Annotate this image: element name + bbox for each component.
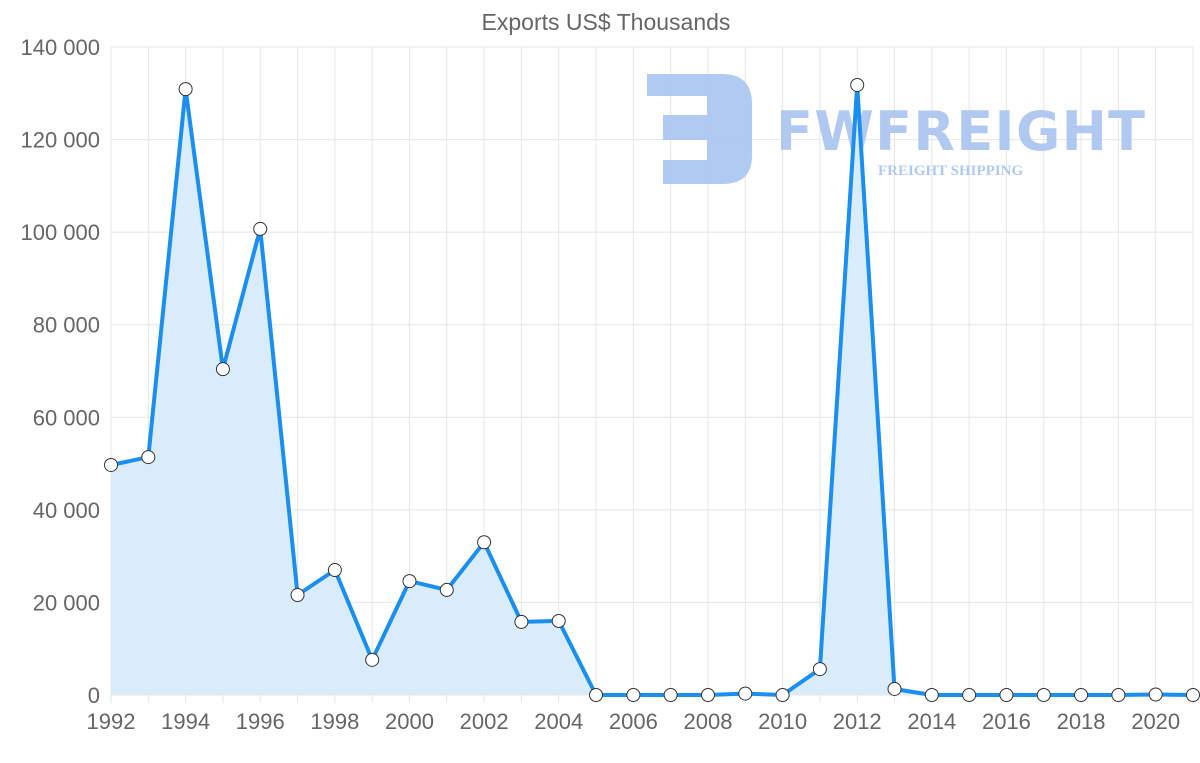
data-point[interactable] — [439, 582, 454, 597]
data-point[interactable] — [402, 574, 417, 589]
x-tick-label: 1998 — [310, 709, 359, 734]
data-point[interactable] — [1186, 688, 1200, 702]
x-tick-label: 2018 — [1057, 709, 1106, 734]
y-tick-label: 120 000 — [20, 128, 100, 153]
svg-text:FWFREIGHT: FWFREIGHT — [776, 100, 1146, 163]
data-point[interactable] — [327, 563, 342, 578]
x-tick-label: 2014 — [907, 709, 956, 734]
data-point[interactable] — [141, 450, 156, 465]
x-tick-label: 2020 — [1131, 709, 1180, 734]
x-tick-label: 2008 — [683, 709, 732, 734]
data-point[interactable] — [738, 686, 753, 701]
svg-text:FREIGHT SHIPPING: FREIGHT SHIPPING — [878, 163, 1023, 179]
data-point[interactable] — [551, 613, 566, 628]
data-point[interactable] — [663, 688, 678, 702]
x-tick-label: 1992 — [87, 709, 136, 734]
data-point[interactable] — [887, 681, 902, 696]
data-point[interactable] — [962, 688, 977, 702]
data-point[interactable] — [514, 614, 529, 629]
data-point[interactable] — [477, 535, 492, 550]
data-point[interactable] — [850, 77, 865, 92]
data-point[interactable] — [626, 688, 641, 702]
x-tick-label: 2012 — [833, 709, 882, 734]
x-tick-label: 1994 — [161, 709, 210, 734]
data-point[interactable] — [1111, 688, 1126, 702]
data-point[interactable] — [215, 362, 230, 377]
data-point[interactable] — [775, 688, 790, 702]
x-tick-label: 1996 — [236, 709, 285, 734]
data-points — [104, 77, 1200, 702]
data-point[interactable] — [589, 688, 604, 702]
y-tick-label: 140 000 — [20, 35, 100, 60]
x-tick-label: 2016 — [982, 709, 1031, 734]
data-point[interactable] — [290, 588, 305, 603]
data-point[interactable] — [1148, 687, 1163, 702]
data-point[interactable] — [700, 688, 715, 702]
y-tick-label: 60 000 — [33, 405, 100, 430]
y-tick-label: 0 — [88, 683, 100, 708]
y-tick-label: 40 000 — [33, 498, 100, 523]
data-point[interactable] — [812, 662, 827, 677]
x-tick-label: 2002 — [460, 709, 509, 734]
y-tick-label: 80 000 — [33, 313, 100, 338]
y-tick-label: 20 000 — [33, 590, 100, 615]
data-point[interactable] — [178, 82, 193, 97]
x-tick-label: 2004 — [534, 709, 583, 734]
series-area — [111, 85, 1193, 695]
data-point[interactable] — [924, 688, 939, 702]
data-point[interactable] — [1074, 688, 1089, 702]
x-tick-label: 2000 — [385, 709, 434, 734]
y-tick-label: 100 000 — [20, 220, 100, 245]
fwfreight-watermark: FWFREIGHT FREIGHT SHIPPING — [647, 74, 1146, 184]
data-point[interactable] — [104, 457, 118, 472]
data-point[interactable] — [1036, 688, 1051, 702]
chart-title: Exports US$ Thousands — [482, 9, 731, 35]
data-point[interactable] — [999, 688, 1014, 702]
x-tick-label: 2010 — [758, 709, 807, 734]
data-point[interactable] — [253, 221, 268, 236]
data-point[interactable] — [365, 652, 380, 667]
x-tick-label: 2006 — [609, 709, 658, 734]
axes: 0 20 000 40 000 60 000 80 000 100 000 120 000 1… — [20, 35, 1180, 734]
fwfreight-logo-icon — [647, 74, 752, 184]
